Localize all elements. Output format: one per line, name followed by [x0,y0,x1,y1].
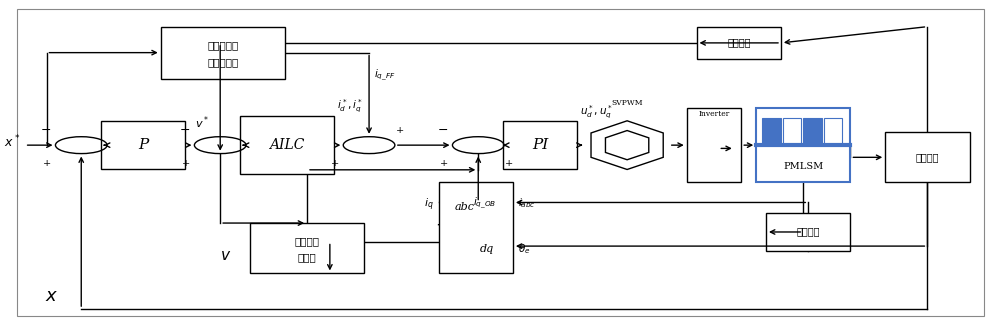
FancyBboxPatch shape [885,132,970,183]
Text: 前馈控制器: 前馈控制器 [207,58,238,67]
Text: $i_{abc}$: $i_{abc}$ [518,197,536,210]
Text: 观测器: 观测器 [298,253,316,262]
Text: $v$: $v$ [220,249,231,263]
FancyBboxPatch shape [783,117,801,144]
FancyBboxPatch shape [687,108,741,183]
Text: +: + [505,159,513,168]
Text: 边端定位力: 边端定位力 [207,42,238,51]
FancyBboxPatch shape [439,183,513,274]
FancyBboxPatch shape [101,121,185,170]
Text: AILC: AILC [270,138,305,152]
Text: dq: dq [480,244,494,254]
Text: $i_{q\_OB}$: $i_{q\_OB}$ [473,196,497,211]
Text: abc: abc [455,202,475,212]
FancyBboxPatch shape [803,117,822,144]
Text: $x$: $x$ [45,287,58,305]
Polygon shape [605,130,649,160]
FancyBboxPatch shape [756,108,850,183]
Text: −: − [179,124,190,137]
Text: PI: PI [532,138,548,152]
Text: −: − [437,124,448,137]
Text: PMLSM: PMLSM [783,162,823,170]
Text: 速度换算: 速度换算 [727,38,751,47]
FancyBboxPatch shape [250,223,364,274]
FancyBboxPatch shape [503,121,577,170]
Text: 位置采样: 位置采样 [916,153,939,162]
Text: +: + [331,159,339,168]
FancyBboxPatch shape [240,116,334,174]
FancyBboxPatch shape [161,27,285,79]
Text: $\theta_e$: $\theta_e$ [518,242,530,256]
FancyBboxPatch shape [766,213,850,251]
Text: P: P [138,138,148,152]
Text: +: + [440,159,449,168]
Text: 电流采样: 电流采样 [796,228,820,236]
Text: $x^*$: $x^*$ [4,134,20,150]
FancyBboxPatch shape [697,27,781,59]
Text: $i^*_d,i^*_q$: $i^*_d,i^*_q$ [337,97,364,115]
Text: Inverter: Inverter [698,110,730,118]
FancyBboxPatch shape [762,117,781,144]
Text: +: + [182,159,191,168]
Text: SVPWM: SVPWM [611,99,643,107]
Text: −: − [40,124,51,137]
Text: $i_q$: $i_q$ [424,197,434,214]
Text: $u^*_d,u^*_q$: $u^*_d,u^*_q$ [580,104,613,121]
FancyBboxPatch shape [824,117,842,144]
Text: $i_{q\_FF}$: $i_{q\_FF}$ [374,68,396,83]
Text: $v^*$: $v^*$ [195,114,210,131]
Text: 扩张扰动: 扩张扰动 [295,237,320,246]
Text: +: + [396,126,404,135]
Text: +: + [43,159,52,168]
Polygon shape [591,121,663,170]
